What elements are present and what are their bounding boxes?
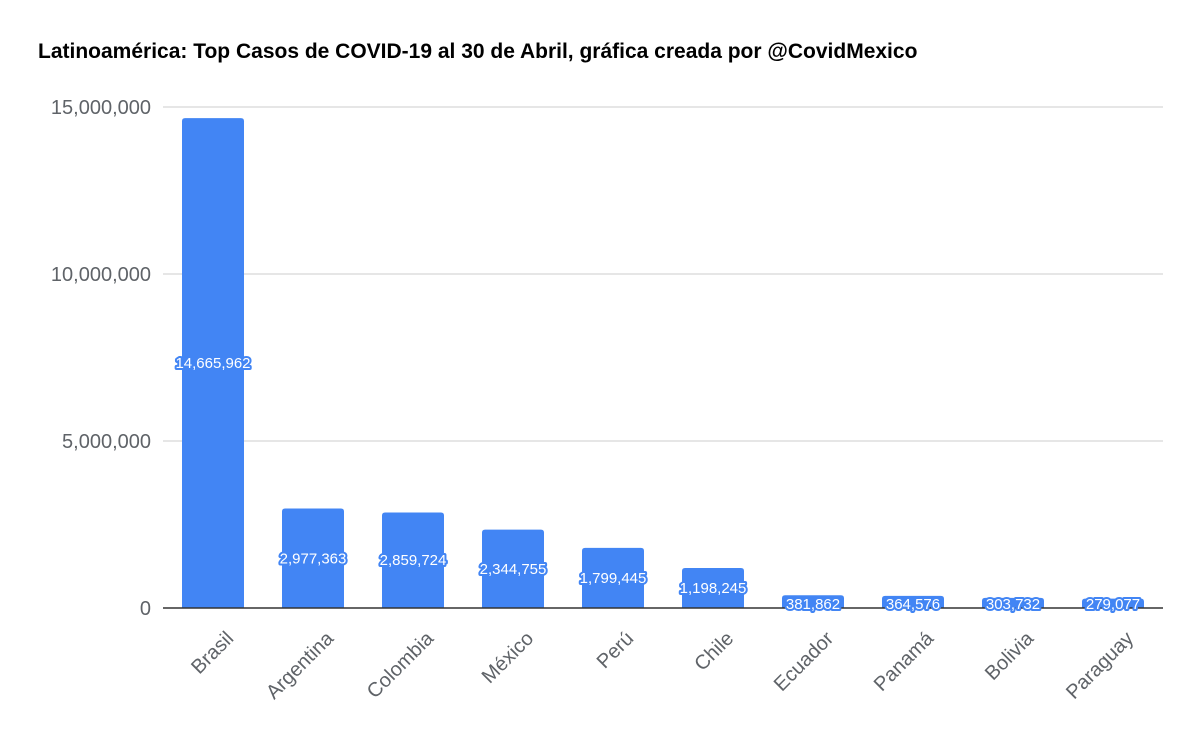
x-tick-label: Brasil bbox=[187, 628, 238, 679]
bar-argentina bbox=[282, 508, 344, 608]
y-tick-label: 5,000,000 bbox=[62, 431, 151, 453]
x-tick-label: Panamá bbox=[870, 627, 939, 696]
x-tick-label: México bbox=[478, 628, 538, 688]
y-tick-label: 0 bbox=[140, 598, 151, 620]
x-tick-label: Colombia bbox=[363, 627, 439, 703]
x-tick-label: Bolivia bbox=[981, 627, 1039, 685]
data-labels: 14,665,962 2,977,363 2,859,724 2,344,755 1,7… bbox=[173, 353, 1142, 615]
bar-ecuador bbox=[782, 595, 844, 608]
bar-colombia bbox=[382, 512, 444, 608]
x-axis-ticks: Brasil Argentina Colombia México Perú Chile Ec… bbox=[187, 627, 1138, 704]
x-tick-label: Perú bbox=[593, 628, 638, 673]
data-label: 364,576 bbox=[886, 596, 940, 613]
x-tick-label: Paraguay bbox=[1062, 628, 1138, 704]
bar-panamá bbox=[882, 595, 944, 608]
y-tick-label: 10,000,000 bbox=[51, 264, 151, 286]
bar-perú bbox=[582, 547, 644, 608]
data-label: 2,977,363 bbox=[280, 550, 347, 567]
bar-brasil bbox=[182, 118, 244, 609]
bar-paraguay bbox=[1082, 598, 1144, 608]
data-label: 2,344,755 bbox=[480, 561, 547, 578]
bars bbox=[182, 118, 1144, 609]
x-tick-label: Ecuador bbox=[770, 627, 838, 695]
data-label: 279,077 bbox=[1086, 596, 1140, 613]
bar-méxico bbox=[482, 529, 544, 608]
gridlines bbox=[163, 106, 1163, 442]
x-tick-label: Chile bbox=[690, 628, 738, 676]
chart-title: Latinoamérica: Top Casos de COVID-19 al … bbox=[38, 40, 918, 63]
data-label: 303,732 bbox=[986, 596, 1040, 613]
data-label: 381,862 bbox=[786, 596, 840, 613]
data-label: 1,799,445 bbox=[580, 570, 647, 587]
bar-bolivia bbox=[982, 597, 1044, 608]
y-axis-ticks: 0 5,000,000 10,000,000 15,000,000 bbox=[51, 97, 151, 620]
data-label: 1,198,245 bbox=[680, 580, 747, 597]
data-label: 14,665,962 bbox=[175, 355, 250, 372]
x-tick-label: Argentina bbox=[262, 627, 339, 704]
data-label: 2,859,724 bbox=[380, 552, 447, 569]
y-tick-label: 15,000,000 bbox=[51, 97, 151, 119]
bar-chile bbox=[682, 567, 744, 608]
